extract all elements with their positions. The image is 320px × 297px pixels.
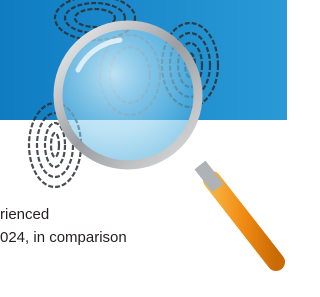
illustration	[0, 0, 287, 297]
text-line: rienced	[0, 206, 49, 224]
text-line: 024, in comparison	[0, 229, 127, 247]
page: rienced 024, in comparison (() => { cons…	[0, 0, 287, 297]
